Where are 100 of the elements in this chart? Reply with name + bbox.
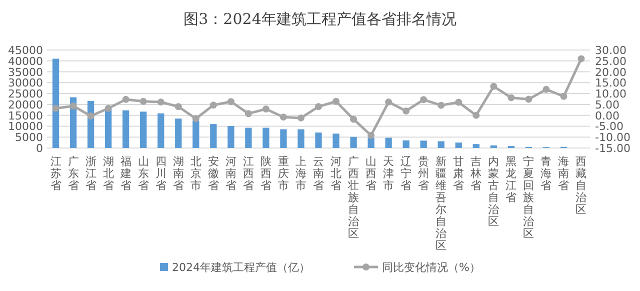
x-tick-label: 宁夏回族自治区 (523, 155, 534, 240)
point (140, 98, 147, 105)
x-tick-label: 福建省 (119, 155, 132, 192)
bar (368, 138, 374, 148)
y2-tick-label: 0.00 (595, 109, 620, 122)
point (70, 102, 77, 110)
point (332, 98, 340, 105)
x-tick-label: 湖南省 (172, 155, 184, 192)
x-tick-label: 河南省 (225, 155, 236, 192)
y-tick-label: 35000 (8, 66, 43, 79)
bar (104, 108, 112, 148)
bar (455, 142, 462, 148)
point (315, 103, 322, 110)
point (438, 102, 445, 109)
y2-tick-label: -15.00 (595, 142, 630, 155)
x-tick-label: 云南省 (313, 155, 324, 192)
bar (158, 113, 164, 148)
bar (122, 110, 130, 148)
x-tick-label: 甘肃省 (453, 155, 464, 192)
point (368, 132, 375, 139)
point (402, 107, 410, 114)
legend-label: 2024年建筑工程产值（亿） (172, 261, 310, 274)
x-tick-label: 上海市 (295, 155, 306, 192)
x-tick-label: 吉林省 (470, 155, 482, 192)
bar (385, 138, 392, 148)
x-tick-label: 西藏自治区 (576, 155, 587, 216)
bar (228, 126, 234, 148)
bar (210, 124, 217, 148)
y-tick-label: 30000 (8, 76, 43, 90)
y2-tick-label: -10.00 (595, 131, 630, 144)
point (385, 98, 392, 106)
x-tick-label: 辽宁省 (400, 155, 412, 192)
point (280, 114, 287, 121)
y2-tick-label: 10.00 (595, 88, 626, 101)
bar (402, 140, 410, 148)
bar (52, 58, 60, 148)
bar (350, 136, 357, 148)
y-tick-label: 25000 (8, 88, 43, 101)
bar (420, 140, 427, 148)
x-tick-label: 浙江省 (85, 155, 96, 192)
x-tick-label: 江西省 (242, 155, 254, 192)
point (52, 104, 60, 112)
point (578, 55, 585, 62)
point (490, 82, 498, 90)
point (297, 114, 304, 122)
x-tick-label: 新疆维吾尔自治区 (436, 155, 447, 252)
x-tick-label: 河北省 (330, 155, 342, 192)
point (455, 98, 462, 106)
y-tick-label: 40000 (8, 54, 43, 68)
x-tick-label: 天津市 (383, 155, 394, 192)
x-tick-label: 贵州省 (418, 155, 430, 192)
point (508, 94, 515, 102)
y2-tick-label: 15.00 (595, 76, 626, 90)
x-tick-label: 湖北省 (102, 155, 114, 192)
x-tick-label: 广东省 (68, 155, 79, 192)
point (87, 112, 94, 120)
bar (280, 129, 287, 148)
y2-tick-label: -5.00 (595, 120, 624, 134)
point (227, 98, 234, 106)
x-tick-label: 安徽省 (208, 155, 219, 192)
point (174, 103, 182, 110)
y2-tick-label: 5.00 (595, 98, 620, 112)
x-tick-label: 广西壮族自治区 (347, 155, 360, 240)
point (350, 116, 358, 123)
bar (245, 128, 252, 148)
y-tick-label: 10000 (8, 120, 43, 134)
y-tick-label: 15000 (8, 109, 43, 122)
point (262, 106, 270, 113)
bar (490, 145, 497, 148)
point (244, 110, 252, 118)
y-tick-label: 45000 (8, 44, 43, 57)
bar (438, 141, 444, 148)
chart-title: 图3：2024年建筑工程产值各省排名情况 (184, 10, 456, 28)
bar (262, 128, 270, 148)
x-tick-label: 陕西省 (260, 155, 272, 192)
y2-tick-label: 30.00 (595, 44, 626, 57)
bar (192, 120, 200, 148)
bar (298, 129, 304, 148)
point (157, 98, 164, 106)
point (104, 104, 112, 112)
legend-label: 同比变化情况（%） (382, 261, 480, 274)
x-tick-label: 山东省 (138, 155, 149, 192)
point (420, 96, 428, 104)
point (472, 112, 480, 119)
x-tick-label: 重庆市 (278, 155, 289, 192)
bar (140, 112, 147, 148)
x-tick-label: 海南省 (558, 155, 570, 192)
y2-tick-label: 25.00 (595, 54, 626, 68)
y2-tick-label: 20.00 (595, 66, 626, 79)
x-tick-label: 江苏省 (50, 155, 62, 192)
x-tick-label: 北京市 (190, 155, 202, 192)
y-tick-label: 0 (36, 142, 43, 155)
y-tick-label: 20000 (8, 98, 43, 112)
x-tick-label: 青海省 (540, 155, 552, 192)
point (210, 102, 217, 109)
y-tick-label: 5000 (15, 131, 43, 144)
bar (472, 144, 480, 148)
point (192, 115, 200, 122)
x-tick-label: 黑龙江省 (506, 155, 517, 204)
bar (175, 118, 182, 148)
